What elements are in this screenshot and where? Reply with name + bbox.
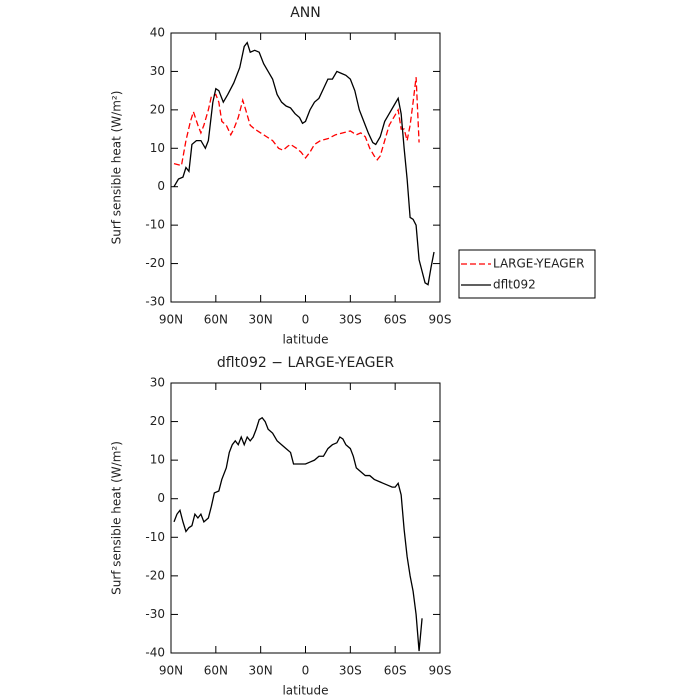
- legend-frame: [458, 249, 596, 299]
- y-tick-label: -30: [145, 607, 165, 621]
- x-tick-label: 90S: [429, 313, 452, 327]
- x-tick-label: 60S: [384, 664, 407, 678]
- chart-title: ANN: [290, 5, 321, 21]
- x-tick-label: 60S: [384, 313, 407, 327]
- x-tick-label: 60N: [204, 664, 228, 678]
- x-axis-label: latitude: [282, 684, 328, 698]
- x-tick-label: 60N: [204, 313, 228, 327]
- y-tick-label: 0: [157, 179, 165, 193]
- y-tick-label: 30: [150, 376, 165, 390]
- y-tick-label: 10: [150, 141, 165, 155]
- x-tick-label: 0: [302, 664, 310, 678]
- y-tick-label: 40: [150, 26, 165, 40]
- x-tick-label: 30S: [339, 313, 362, 327]
- y-tick-label: -10: [145, 218, 165, 232]
- y-axis-label: Surf sensible heat (W/m²): [110, 441, 124, 595]
- x-tick-label: 90N: [159, 313, 183, 327]
- legend-label: LARGE-YEAGER: [493, 257, 584, 271]
- x-tick-label: 0: [302, 313, 310, 327]
- y-tick-label: -30: [145, 295, 165, 309]
- data-line: [173, 416, 423, 652]
- data-line: [173, 77, 420, 167]
- y-tick-label: -20: [145, 256, 165, 270]
- y-tick-label: -40: [145, 646, 165, 660]
- y-tick-label: 0: [157, 491, 165, 505]
- x-axis-label: latitude: [282, 333, 328, 347]
- y-tick-label: 20: [150, 414, 165, 428]
- data-line: [173, 41, 435, 286]
- x-tick-label: 30S: [339, 664, 362, 678]
- x-tick-label: 30N: [249, 664, 273, 678]
- plot-frame: [170, 32, 441, 303]
- plot-frame: [170, 382, 441, 654]
- x-tick-label: 30N: [249, 313, 273, 327]
- y-axis-label: Surf sensible heat (W/m²): [110, 91, 124, 245]
- y-tick-label: -20: [145, 568, 165, 582]
- y-tick-label: 30: [150, 64, 165, 78]
- x-tick-label: 90N: [159, 664, 183, 678]
- y-tick-label: -10: [145, 530, 165, 544]
- y-tick-label: 20: [150, 102, 165, 116]
- x-tick-label: 90S: [429, 664, 452, 678]
- y-tick-label: 10: [150, 453, 165, 467]
- chart-title: dflt092 − LARGE-YEAGER: [217, 355, 394, 371]
- legend-label: dflt092: [493, 278, 536, 292]
